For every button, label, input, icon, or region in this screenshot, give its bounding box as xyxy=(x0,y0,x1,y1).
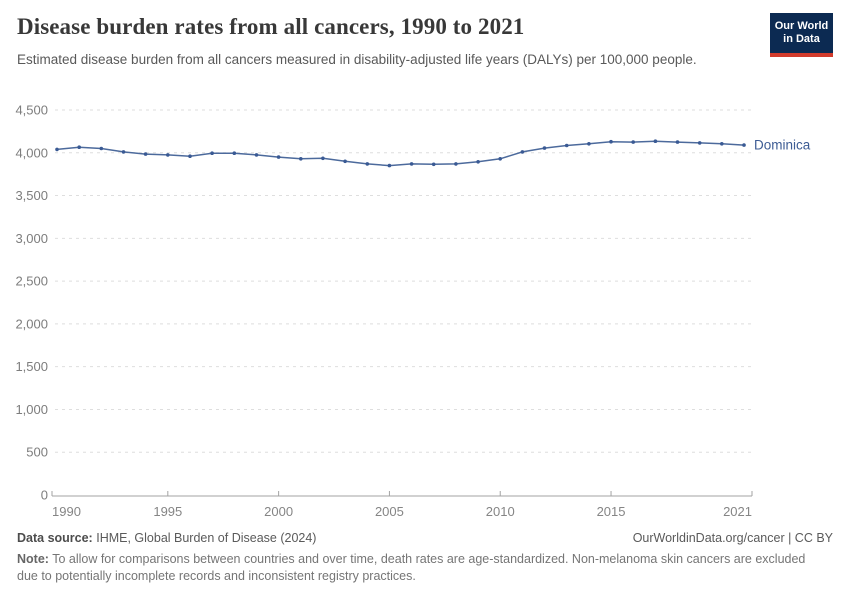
x-tick-label-1990: 1990 xyxy=(52,504,81,519)
data-point-2009 xyxy=(476,160,480,164)
footer-note: Note: To allow for comparisons between c… xyxy=(17,551,817,586)
data-point-2005 xyxy=(387,163,392,168)
y-tick-label-1000: 1,000 xyxy=(15,402,48,417)
data-point-1998 xyxy=(232,151,237,155)
data-point-1995 xyxy=(166,153,170,157)
y-tick-label-2500: 2,500 xyxy=(15,274,48,289)
data-point-2013 xyxy=(564,143,569,148)
data-point-2018 xyxy=(675,140,680,144)
data-point-1996 xyxy=(188,154,192,158)
data-point-2017 xyxy=(653,139,658,143)
data-point-2003 xyxy=(343,159,347,164)
x-tick-label-2021: 2021 xyxy=(723,504,752,519)
data-source-value: IHME, Global Burden of Disease (2024) xyxy=(96,531,317,545)
data-point-1990 xyxy=(55,147,59,152)
data-point-2012 xyxy=(542,146,547,150)
data-source-label: Data source: xyxy=(17,531,93,545)
y-tick-label-3500: 3,500 xyxy=(15,188,48,203)
y-tick-label-2000: 2,000 xyxy=(15,316,48,331)
footer-row: Data source: IHME, Global Burden of Dise… xyxy=(17,531,833,545)
data-point-2002 xyxy=(321,156,325,161)
data-point-1991 xyxy=(77,145,81,149)
y-tick-label-3000: 3,000 xyxy=(15,231,48,246)
data-point-2001 xyxy=(299,157,303,161)
owid-logo-line1: Our World xyxy=(774,19,829,32)
data-point-1993 xyxy=(121,150,126,154)
entity-label-dominica[interactable]: Dominica xyxy=(754,138,811,153)
data-point-2004 xyxy=(365,162,370,166)
x-tick-label-2010: 2010 xyxy=(486,504,515,519)
y-tick-label-1500: 1,500 xyxy=(15,359,48,374)
x-tick-label-2015: 2015 xyxy=(597,504,626,519)
owid-logo[interactable]: Our World in Data xyxy=(770,13,833,57)
data-point-1997 xyxy=(210,151,214,155)
y-tick-label-500: 500 xyxy=(26,445,48,460)
series-dominica[interactable]: Dominica xyxy=(55,138,811,168)
x-tick-label-2005: 2005 xyxy=(375,504,404,519)
data-point-2016 xyxy=(631,140,635,144)
chart-subtitle: Estimated disease burden from all cancer… xyxy=(17,52,697,67)
footer-note-label: Note: xyxy=(17,552,49,566)
data-point-2015 xyxy=(609,139,613,144)
data-point-2008 xyxy=(454,162,458,166)
data-source-text: Data source: IHME, Global Burden of Dise… xyxy=(17,531,316,545)
data-point-2019 xyxy=(697,141,702,145)
data-point-1994 xyxy=(143,152,148,156)
data-point-2011 xyxy=(520,150,525,154)
owid-logo-line2: in Data xyxy=(783,33,820,45)
data-point-2021 xyxy=(742,143,746,147)
x-tick-label-1995: 1995 xyxy=(153,504,182,519)
data-point-1992 xyxy=(99,146,104,151)
data-point-2000 xyxy=(276,155,281,159)
y-tick-label-4000: 4,000 xyxy=(15,145,48,160)
footer-note-text: To allow for comparisons between countri… xyxy=(17,552,806,584)
data-point-1999 xyxy=(254,153,259,157)
data-point-2006 xyxy=(409,162,414,166)
x-tick-label-2000: 2000 xyxy=(264,504,293,519)
data-point-2007 xyxy=(431,162,436,167)
license-link[interactable]: OurWorldinData.org/cancer | CC BY xyxy=(632,531,833,545)
chart-title: Disease burden rates from all cancers, 1… xyxy=(17,14,525,39)
series-line xyxy=(56,140,745,167)
data-point-2010 xyxy=(498,157,503,161)
y-tick-label-0: 0 xyxy=(41,488,48,503)
y-tick-label-4500: 4,500 xyxy=(15,103,48,118)
data-point-2014 xyxy=(587,142,591,146)
data-point-2020 xyxy=(720,142,724,146)
